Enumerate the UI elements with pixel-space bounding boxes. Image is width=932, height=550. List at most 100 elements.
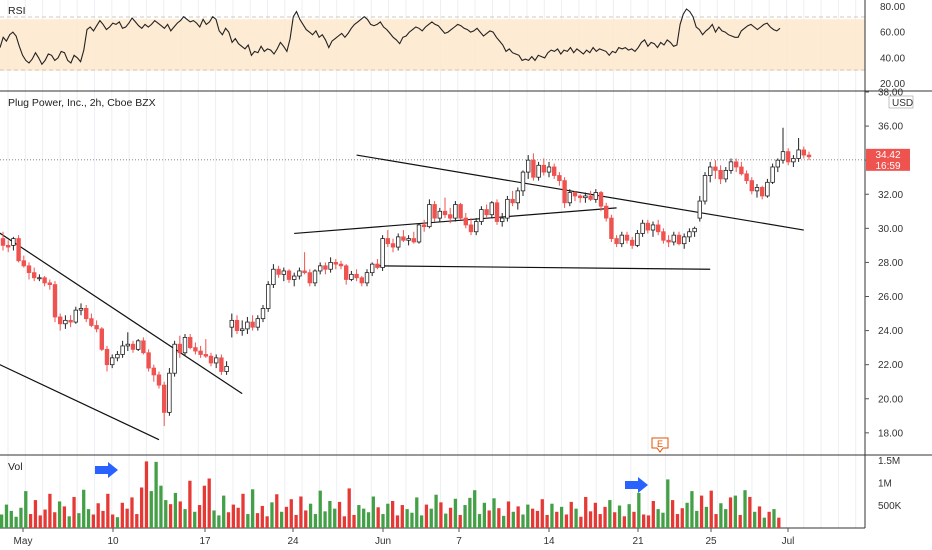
volume-bar	[144, 461, 149, 528]
candle-body	[297, 270, 302, 277]
volume-bar	[569, 501, 573, 528]
time-tick-label: 7	[456, 536, 462, 547]
candle-body	[536, 164, 541, 178]
last-price-tag: 34.42 16:59	[866, 148, 910, 172]
candle-body	[245, 321, 250, 330]
volume-bar	[197, 505, 202, 528]
candle-body	[734, 161, 739, 168]
candle-body	[578, 195, 583, 199]
candle-body	[572, 192, 578, 197]
volume-bar	[212, 510, 216, 528]
trendline	[377, 265, 711, 270]
time-tick-label: 10	[107, 536, 119, 547]
candle-body	[687, 231, 692, 238]
volume-bar	[695, 510, 699, 528]
volume-bar	[482, 502, 486, 528]
volume-bar	[719, 503, 723, 528]
volume-bar	[429, 508, 433, 528]
volume-bar	[637, 492, 641, 528]
candle-body	[286, 270, 292, 280]
volume-bar	[439, 502, 443, 528]
volume-bar	[125, 508, 129, 528]
candle-body	[718, 169, 723, 180]
volume-bar	[38, 515, 42, 528]
candle-body	[151, 367, 156, 376]
volume-bar	[487, 510, 491, 528]
candle-body	[255, 318, 260, 328]
candle-body	[271, 268, 276, 285]
rsi-tick-label: 80.00	[880, 2, 905, 13]
candle-body	[635, 233, 640, 246]
candle-body	[130, 343, 136, 350]
time-tick-label: Jun	[375, 536, 391, 547]
volume-bar	[352, 514, 356, 528]
candle-body	[645, 222, 650, 231]
candle-body	[260, 308, 266, 320]
volume-bar	[313, 514, 318, 528]
candle-body	[349, 273, 354, 280]
candle-body	[744, 173, 749, 182]
candle-body	[380, 238, 385, 268]
volume-bar	[463, 505, 467, 528]
volume-bar	[236, 507, 240, 528]
volume-tick-label: 1.5M	[878, 456, 900, 467]
volume-bar	[617, 505, 622, 528]
volume-bar	[458, 514, 462, 528]
volume-bar	[101, 510, 105, 528]
volume-bar	[111, 514, 115, 528]
price-pane-title: Plug Power, Inc., 2h, Cboe BZX	[8, 97, 156, 109]
volume-bars	[0, 461, 781, 528]
volume-bar	[337, 501, 342, 528]
volume-bar	[9, 510, 13, 528]
volume-bar	[391, 501, 395, 528]
price-tick-label: 18.00	[878, 428, 903, 439]
candle-body	[640, 222, 645, 234]
candle-body	[47, 282, 52, 285]
candle-body	[567, 192, 572, 204]
price-axis: 18.00 20.00 22.00 24.00 26.00 28.00 30.00 32.00…	[865, 88, 903, 439]
volume-bar	[294, 514, 298, 528]
candle-body	[479, 209, 484, 222]
earnings-marker-label: E	[657, 439, 663, 449]
volume-bar	[57, 501, 62, 528]
volume-bar	[642, 514, 646, 528]
volume-bar	[217, 515, 221, 528]
rsi-line	[0, 8, 781, 66]
volume-bar	[704, 506, 709, 528]
volume-bar	[545, 514, 549, 528]
candle-body	[187, 337, 193, 349]
volume-bar	[284, 506, 289, 528]
volume-bar	[468, 497, 472, 528]
volume-bar	[685, 502, 689, 528]
candle-body	[593, 192, 598, 200]
trendline	[0, 364, 160, 441]
volume-bar	[14, 516, 18, 528]
candle-body	[167, 372, 172, 413]
volume-pane-title: Vol	[8, 461, 23, 473]
candle-body	[37, 277, 42, 280]
candle-body	[291, 275, 297, 280]
candle-body	[338, 263, 344, 267]
candle-body	[432, 204, 437, 219]
candle-body	[770, 166, 775, 183]
volume-bar	[149, 491, 153, 528]
candle-body	[458, 204, 463, 219]
volume-bar	[164, 500, 168, 528]
candle-body	[588, 195, 593, 200]
volume-bar	[120, 502, 124, 528]
candle-body	[765, 181, 770, 197]
candle-body	[656, 224, 661, 233]
volume-bar	[308, 503, 313, 528]
candle-body	[84, 308, 89, 320]
price-tick-label: 26.00	[878, 292, 903, 303]
rsi-pane-title: RSI	[8, 5, 26, 17]
candle-body	[141, 340, 146, 354]
candle-body	[302, 270, 307, 274]
candle-body	[614, 238, 619, 245]
volume-bar	[226, 512, 231, 528]
rsi-axis: 20.00 40.00 60.00 80.00	[880, 2, 905, 90]
earnings-marker[interactable]: E	[651, 437, 669, 453]
candle-body	[307, 272, 312, 284]
volume-bar	[106, 493, 110, 528]
